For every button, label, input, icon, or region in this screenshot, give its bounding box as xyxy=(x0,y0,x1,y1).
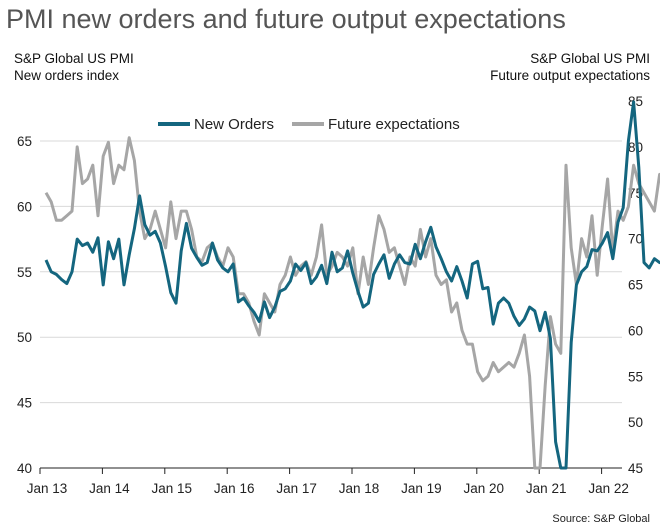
series-line-new-orders xyxy=(44,100,660,470)
left-axis-caption: S&P Global US PMI New orders index xyxy=(14,50,134,84)
legend-label-future-expectations: Future expectations xyxy=(328,116,460,133)
chart-title: PMI new orders and future output expecta… xyxy=(6,4,566,34)
x-axis-tick-label: Jan 15 xyxy=(152,481,193,496)
x-axis-tick-label: Jan 19 xyxy=(401,481,442,496)
legend-label-new-orders: New Orders xyxy=(194,116,274,133)
x-axis-tick-label: Jan 22 xyxy=(588,481,629,496)
x-axis-tick-label: Jan 18 xyxy=(339,481,380,496)
left-axis-tick-label: 65 xyxy=(17,134,32,149)
series-line-future-expectations xyxy=(44,136,660,470)
legend: New Orders Future expectations xyxy=(158,116,460,133)
x-axis-ticks: Jan 13 Jan 14 Jan 15 Jan 16 Jan 17 Jan 18 Jan … xyxy=(27,468,629,496)
x-axis-tick-label: Jan 21 xyxy=(526,481,567,496)
left-axis-caption-line-2: New orders index xyxy=(14,68,120,83)
left-axis-caption-line-1: S&P Global US PMI xyxy=(14,51,134,66)
right-axis-caption-line-1: S&P Global US PMI xyxy=(530,51,650,66)
right-axis-tick-label: 65 xyxy=(628,278,643,293)
left-axis-tick-label: 50 xyxy=(17,330,32,345)
right-axis-tick-label: 55 xyxy=(628,369,643,384)
right-axis-tick-label: 45 xyxy=(628,461,643,476)
right-axis-tick-label: 70 xyxy=(628,232,643,247)
x-axis-tick-label: Jan 17 xyxy=(276,481,317,496)
x-axis-tick-label: Jan 13 xyxy=(27,481,68,496)
left-axis-tick-label: 45 xyxy=(17,396,32,411)
x-axis-tick-label: Jan 20 xyxy=(464,481,505,496)
x-axis-tick-label: Jan 16 xyxy=(214,481,255,496)
left-axis-ticks: 40 45 50 55 60 65 xyxy=(17,134,32,476)
right-axis-caption-line-2: Future output expectations xyxy=(490,68,650,83)
right-axis-tick-label: 85 xyxy=(628,94,643,109)
source-note: Source: S&P Global xyxy=(552,513,650,525)
left-axis-tick-label: 60 xyxy=(17,199,32,214)
right-axis-tick-label: 60 xyxy=(628,323,643,338)
left-axis-tick-label: 55 xyxy=(17,265,32,280)
x-axis-tick-label: Jan 14 xyxy=(89,481,130,496)
right-axis-tick-label: 50 xyxy=(628,415,643,430)
left-axis-tick-label: 40 xyxy=(17,461,32,476)
right-axis-caption: S&P Global US PMI Future output expectat… xyxy=(490,50,650,84)
right-axis-tick-label: 80 xyxy=(628,140,643,155)
